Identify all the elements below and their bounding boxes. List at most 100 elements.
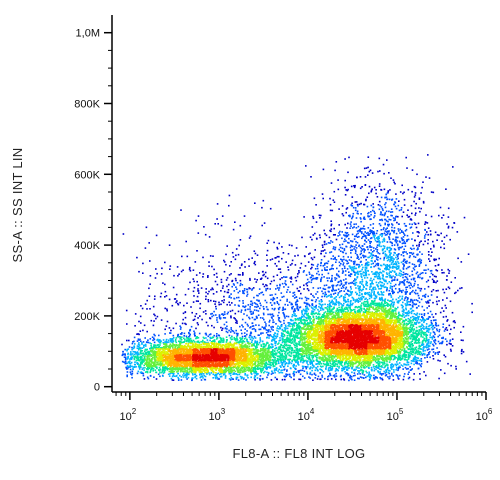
event-point [433,331,436,334]
event-point [351,266,354,268]
event-point [311,364,314,367]
event-point [124,357,127,360]
event-point [400,290,402,292]
event-point [281,257,283,260]
event-point [132,341,134,343]
event-point [418,339,420,341]
event-point [461,348,463,351]
event-point [338,248,340,251]
event-point [416,357,418,359]
event-point [426,318,428,320]
event-point [284,358,287,360]
event-point [262,274,264,277]
event-point [398,240,401,243]
event-point [254,306,256,308]
event-point [416,173,418,176]
event-point [388,246,391,249]
event-point [452,320,455,323]
event-point [409,326,411,329]
event-point [296,303,298,306]
event-point [240,309,243,311]
event-point [368,373,370,375]
event-point [248,265,250,267]
event-point [226,331,229,334]
event-point [139,315,142,318]
event-point [377,277,380,280]
event-point [204,332,207,335]
event-point [390,214,392,217]
event-point [427,285,430,288]
event-point [306,303,308,306]
event-point [360,220,362,223]
event-point [249,277,251,280]
event-point [160,319,163,321]
event-point [207,341,209,344]
event-point [282,306,284,309]
event-point [291,360,293,363]
event-point [160,273,163,275]
event-point [203,375,205,377]
event-point [259,328,262,331]
event-point [283,361,285,363]
event-point [252,369,254,371]
event-point [403,232,405,235]
event-point [276,248,279,250]
event-point [387,223,389,226]
event-point [134,313,137,315]
event-point [273,365,276,367]
event-point [320,305,323,308]
event-point [354,282,356,284]
event-point [209,255,212,257]
event-point [294,276,297,279]
event-point [392,238,394,240]
event-point [257,334,260,336]
event-point [235,341,238,344]
event-point [421,316,423,318]
event-point [371,281,373,284]
event-point [290,376,292,379]
event-point [355,250,357,253]
event-point [362,284,364,287]
event-point [391,301,394,304]
event-point [299,373,302,376]
event-point [417,342,420,344]
event-point [286,289,289,291]
event-point [164,261,166,264]
event-point [213,326,215,329]
event-point [405,251,407,253]
event-point [381,241,384,243]
event-point [428,328,431,330]
event-point [184,338,186,341]
event-point [128,362,131,364]
event-point [280,325,283,328]
event-point [357,377,359,380]
event-point [278,260,280,263]
event-point [260,345,263,348]
event-point [211,312,213,315]
event-point [367,261,370,264]
event-point [281,341,284,344]
event-point [444,328,447,331]
event-point [406,167,408,169]
event-point [229,341,231,343]
event-point [279,337,281,339]
event-point [351,217,353,220]
event-point [219,318,222,320]
event-point [292,334,295,336]
event-point [394,266,396,269]
event-point [216,319,218,321]
event-point [393,244,396,246]
event-point [284,362,287,365]
event-point [342,255,345,258]
event-point [235,254,237,257]
event-point [124,362,127,365]
event-point [200,375,202,378]
event-point [403,258,405,261]
event-point [143,378,146,380]
event-point [359,217,362,219]
event-point [282,335,285,338]
event-point [405,296,407,298]
event-point [308,356,311,359]
event-point [147,366,150,369]
event-point [383,257,385,260]
